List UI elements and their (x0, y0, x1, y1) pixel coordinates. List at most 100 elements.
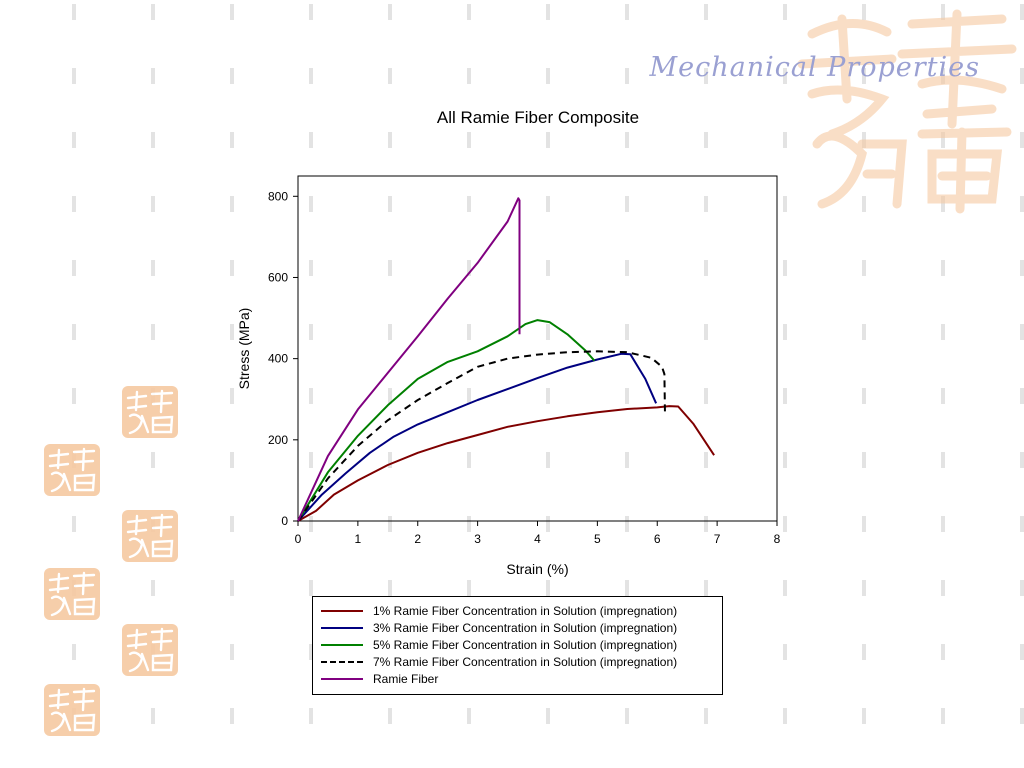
bg-dash (72, 324, 76, 340)
x-tick-label: 4 (534, 532, 541, 546)
stamp-5 (122, 624, 178, 676)
series-line-5 (297, 197, 521, 522)
x-axis-label: Strain (%) (506, 561, 568, 577)
bg-dash (1020, 4, 1024, 20)
bg-dash (704, 324, 708, 340)
bg-dash (625, 132, 629, 148)
bg-dash (546, 388, 550, 404)
bg-dash (625, 452, 629, 468)
bg-dash (72, 644, 76, 660)
bg-dash (862, 4, 866, 20)
bg-dash (1020, 196, 1024, 212)
bg-dash (1020, 68, 1024, 84)
bg-dash (467, 516, 471, 532)
bg-dash (151, 260, 155, 276)
bg-dash (704, 452, 708, 468)
stamp-3 (122, 510, 178, 562)
bg-dash (941, 644, 945, 660)
bg-dash (862, 580, 866, 596)
series-line-4 (297, 350, 666, 522)
bg-dash (388, 4, 392, 20)
bg-dash (625, 580, 629, 596)
bg-dash (783, 324, 787, 340)
bg-dash (1020, 708, 1024, 724)
bg-dash (941, 708, 945, 724)
bg-dash (704, 580, 708, 596)
calligraphy-seal-large (792, 4, 1024, 214)
bg-dash (941, 324, 945, 340)
legend-swatch (321, 626, 363, 629)
legend-label: 7% Ramie Fiber Concentration in Solution… (373, 654, 678, 669)
calligraphy-seal-icon (126, 627, 174, 673)
bg-dash (704, 132, 708, 148)
bg-dash (783, 452, 787, 468)
bg-dash (625, 324, 629, 340)
bg-dash (467, 580, 471, 596)
bg-dash (704, 196, 708, 212)
bg-dash (1020, 452, 1024, 468)
bg-dash (783, 132, 787, 148)
bg-dash (783, 388, 787, 404)
legend-label: 5% Ramie Fiber Concentration in Solution… (373, 637, 678, 652)
bg-dash (1020, 644, 1024, 660)
bg-dash (151, 452, 155, 468)
bg-dash (151, 4, 155, 20)
bg-dash (862, 708, 866, 724)
bg-dash (546, 708, 550, 724)
bg-dash (862, 516, 866, 532)
bg-dash (72, 260, 76, 276)
calligraphy-seal-icon (48, 687, 96, 733)
bg-dash (388, 324, 392, 340)
x-tick-label: 6 (654, 532, 661, 546)
bg-dash (862, 388, 866, 404)
calligraphy-seal-icon (48, 571, 96, 617)
bg-dash (151, 580, 155, 596)
chart-title: All Ramie Fiber Composite (437, 108, 639, 127)
bg-dash (467, 708, 471, 724)
bg-dash (783, 516, 787, 532)
bg-dash (388, 452, 392, 468)
bg-dash (546, 516, 550, 532)
x-tick-label: 0 (295, 532, 302, 546)
bg-dash (862, 196, 866, 212)
bg-dash (783, 260, 787, 276)
bg-dash (230, 580, 234, 596)
x-tick-label: 2 (414, 532, 421, 546)
bg-dash (1020, 324, 1024, 340)
bg-dash (625, 260, 629, 276)
y-tick-label: 600 (268, 270, 288, 284)
series-line-2 (297, 352, 658, 522)
bg-dash (467, 132, 471, 148)
bg-dash (309, 580, 313, 596)
bg-dash (1020, 260, 1024, 276)
bg-dash (941, 132, 945, 148)
bg-dash (388, 68, 392, 84)
bg-dash (72, 4, 76, 20)
bg-dash (72, 196, 76, 212)
bg-dash (230, 708, 234, 724)
bg-dash (625, 516, 629, 532)
x-tick-label: 8 (774, 532, 781, 546)
bg-dash (309, 260, 313, 276)
legend-item-1: 1% Ramie Fiber Concentration in Solution… (321, 602, 722, 619)
bg-dash (309, 132, 313, 148)
legend-swatch (321, 660, 363, 663)
bg-dash (467, 260, 471, 276)
bg-dash (704, 388, 708, 404)
bg-dash (783, 68, 787, 84)
bg-dash (230, 452, 234, 468)
calligraphy-seal-icon (126, 389, 174, 435)
legend-swatch (321, 643, 363, 646)
bg-dash (704, 516, 708, 532)
bg-dash (309, 388, 313, 404)
bg-dash (546, 132, 550, 148)
series-line-1 (297, 405, 715, 522)
bg-dash (230, 132, 234, 148)
bg-dash (546, 580, 550, 596)
bg-dash (783, 580, 787, 596)
x-tick-label: 1 (355, 532, 362, 546)
bg-dash (862, 644, 866, 660)
bg-dash (72, 388, 76, 404)
bg-dash (1020, 132, 1024, 148)
